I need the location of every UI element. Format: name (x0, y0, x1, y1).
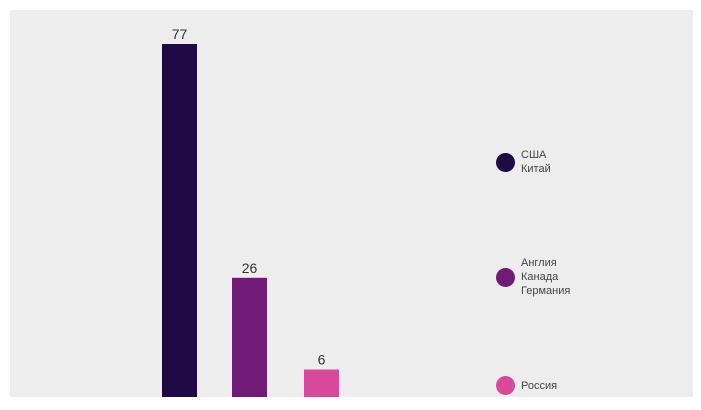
bar-2 (232, 277, 267, 397)
bar-value-label-1: 77 (172, 26, 188, 42)
bar-1 (162, 44, 197, 397)
bar-value-label-3: 6 (318, 351, 326, 367)
chart-background (10, 10, 693, 397)
bar-3 (304, 369, 339, 397)
bar-value-label-2: 26 (242, 260, 258, 276)
